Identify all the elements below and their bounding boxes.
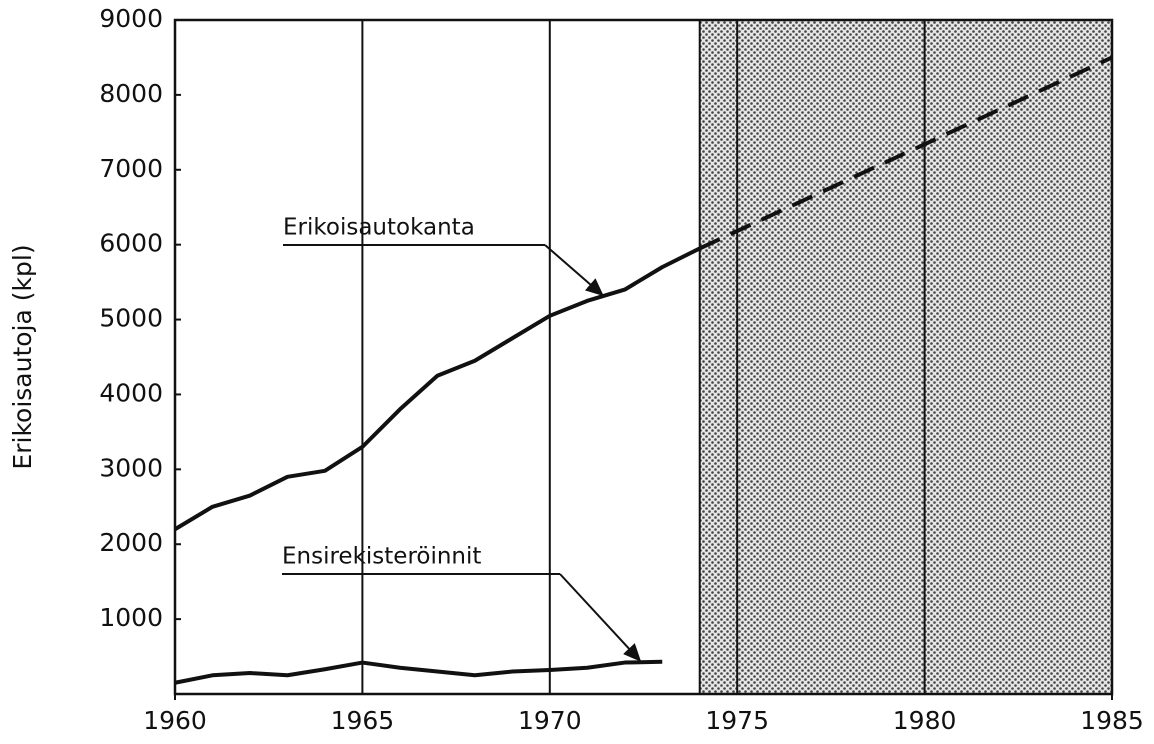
y-tick-label: 9000 <box>99 4 163 33</box>
x-tick-label: 1960 <box>143 706 207 735</box>
y-tick-label: 7000 <box>99 154 163 183</box>
y-tick-label: 1000 <box>99 603 163 632</box>
x-tick-label: 1970 <box>518 706 582 735</box>
y-tick-label: 4000 <box>99 378 163 407</box>
series-label: Erikoisautokanta <box>283 215 475 241</box>
forecast-region <box>698 19 1113 695</box>
y-tick-label: 5000 <box>99 304 163 333</box>
x-tick-label: 1975 <box>705 706 769 735</box>
plot-frame <box>173 18 1114 696</box>
series-label: Ensirekisteröinnit <box>282 544 481 570</box>
y-tick-label: 2000 <box>99 528 163 557</box>
series-line <box>173 246 701 531</box>
y-axis-label: Erikoisautoja (kpl) <box>8 244 37 469</box>
label-arrow <box>559 573 642 662</box>
x-tick-label: 1985 <box>1080 706 1144 735</box>
series-line <box>698 55 1113 251</box>
x-tick-label: 1980 <box>893 706 957 735</box>
series-line <box>174 659 663 685</box>
label-arrow <box>544 244 604 297</box>
y-tick-label: 3000 <box>99 453 163 482</box>
y-tick-label: 6000 <box>99 229 163 258</box>
x-tick-label: 1965 <box>331 706 395 735</box>
y-tick-label: 8000 <box>99 79 163 108</box>
